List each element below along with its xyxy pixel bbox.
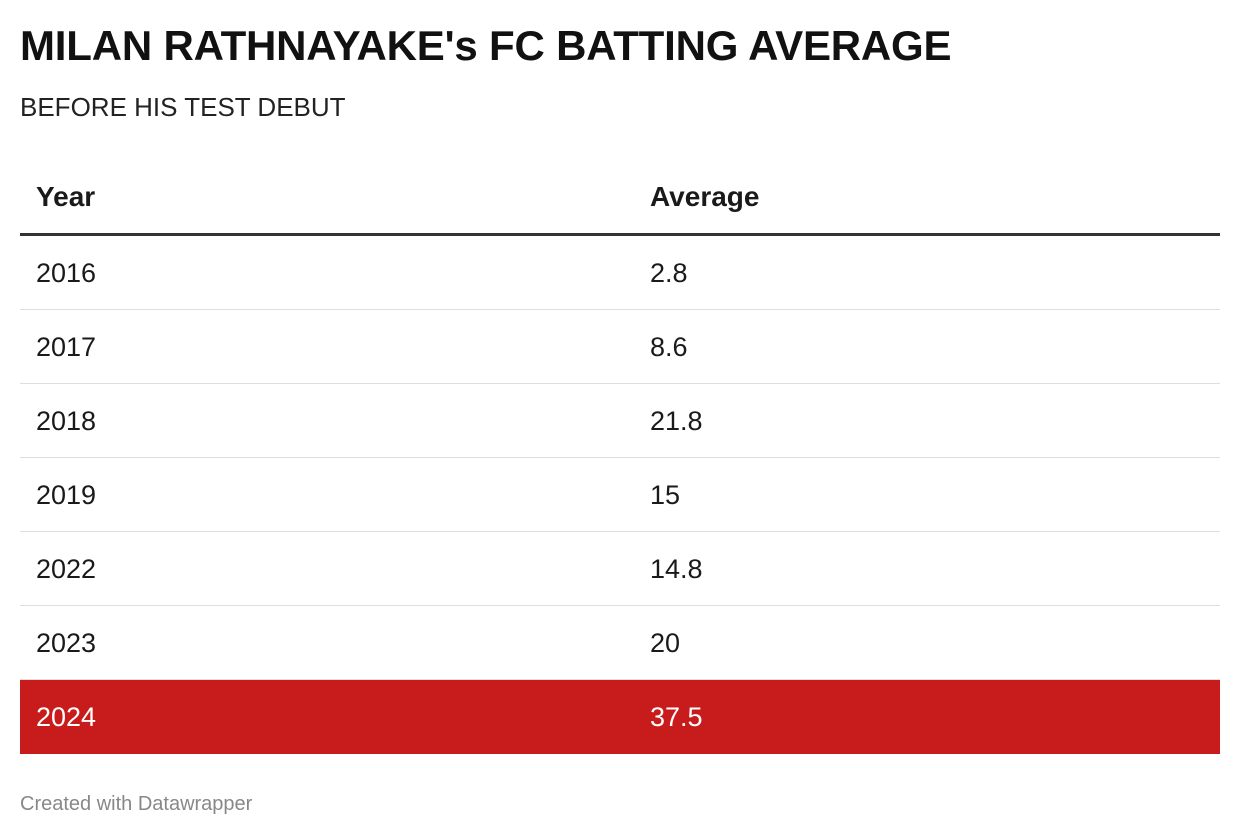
datawrapper-credit[interactable]: Created with Datawrapper	[20, 793, 253, 815]
cell-average: 15	[650, 480, 681, 510]
cell-average: 21.8	[650, 406, 703, 436]
table-row: 2019 15	[20, 458, 1220, 532]
table-header: Year Average	[20, 160, 1220, 236]
table-body: 2016 2.8 2017 8.6 2018 21.8 2019 15 2022 14.8 2023…	[20, 236, 1220, 754]
column-header-year[interactable]: Year	[36, 181, 96, 212]
cell-average: 8.6	[650, 332, 688, 362]
cell-year: 2022	[36, 554, 97, 584]
cell-average: 37.5	[650, 702, 703, 732]
table-row: 2022 14.8	[20, 532, 1220, 606]
table-row: 2024 37.5	[20, 680, 1220, 754]
cell-year: 2019	[36, 480, 97, 510]
cell-year: 2018	[36, 406, 97, 436]
cell-year: 2016	[36, 258, 97, 288]
cell-average: 2.8	[650, 258, 688, 288]
column-header-average[interactable]: Average	[650, 181, 760, 212]
cell-year: 2017	[36, 332, 97, 362]
cell-average: 14.8	[650, 554, 703, 584]
cell-average: 20	[650, 628, 681, 658]
table-row: 2018 21.8	[20, 384, 1220, 458]
cell-year: 2023	[36, 628, 97, 658]
table-row: 2023 20	[20, 606, 1220, 680]
chart-title: MILAN RATHNAYAKE's FC BATTING AVERAGE	[20, 22, 952, 69]
table-row: 2017 8.6	[20, 310, 1220, 384]
chart-subtitle: BEFORE HIS TEST DEBUT	[20, 92, 346, 122]
data-table: Year Average 2016 2.8 2017 8.6 2018 21.8 2019 1…	[20, 160, 1220, 754]
table-row: 2016 2.8	[20, 236, 1220, 310]
cell-year: 2024	[36, 702, 97, 732]
